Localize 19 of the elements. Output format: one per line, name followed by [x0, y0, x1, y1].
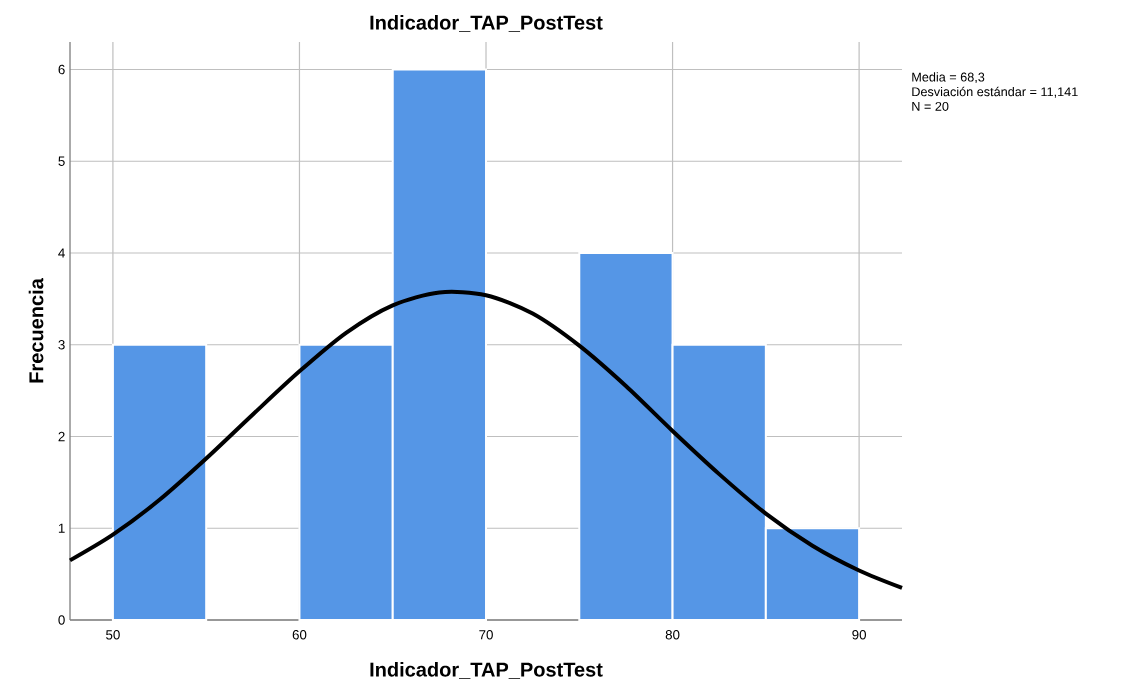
x-tick-label: 60 — [292, 630, 307, 640]
y-tick-label: 3 — [58, 340, 65, 350]
y-tick-label: 6 — [58, 64, 65, 75]
line-series — [68, 289, 905, 590]
chart-title: Indicador_TAP_PostTest — [370, 15, 603, 32]
y-tick-label: 4 — [58, 248, 65, 258]
x-tick-label: 50 — [106, 630, 120, 640]
x-tick-label: 90 — [852, 630, 867, 640]
y-tick-label: 2 — [58, 431, 65, 442]
text: Desviación estándar = 11,141 — [912, 86, 1078, 98]
y-axis-title: Frecuencia — [28, 278, 44, 383]
x-tick-label: 80 — [665, 630, 680, 640]
x-tick-label: 70 — [479, 630, 493, 640]
y-tick-label: 1 — [58, 523, 65, 533]
text: Media = 68,3 — [912, 72, 985, 84]
text: N = 20 — [912, 101, 949, 111]
y-tick-label: 5 — [58, 156, 65, 166]
y-tick-label: 0 — [58, 615, 65, 625]
x-axis-title: Indicador_TAP_PostTest — [370, 661, 603, 679]
